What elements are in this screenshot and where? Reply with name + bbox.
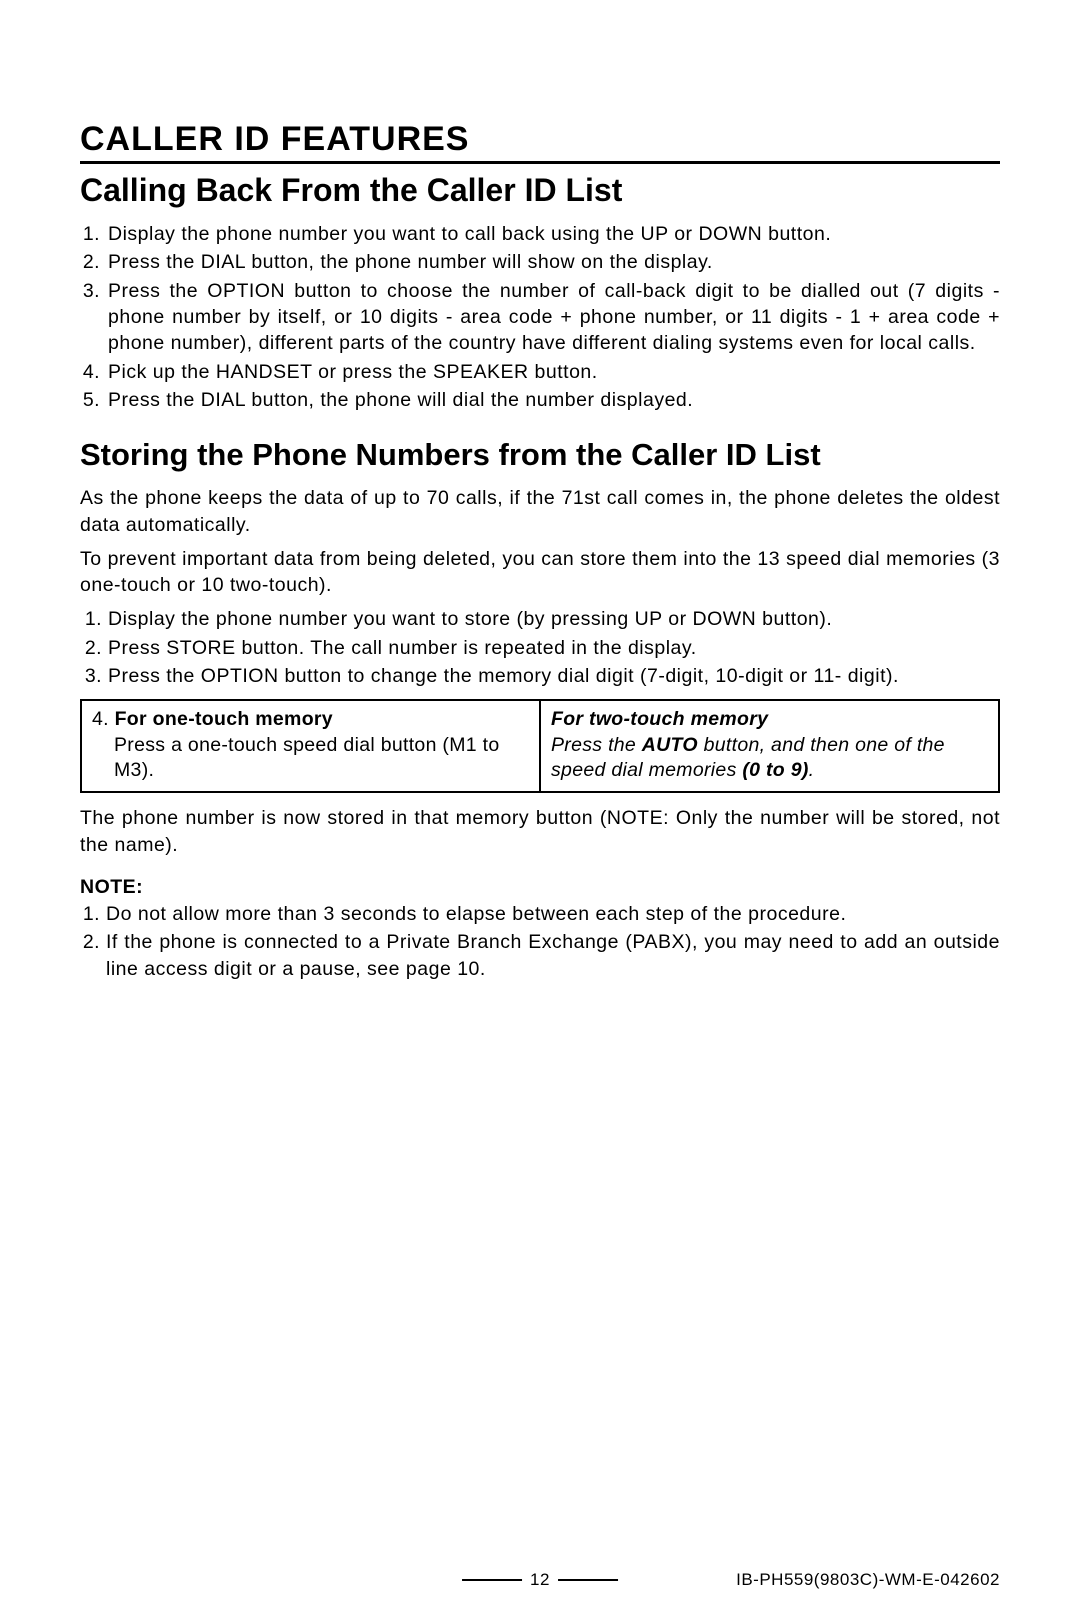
memory-right-body: Press the AUTO button, and then one of t… [551, 734, 945, 781]
memory-left-cell: 4. For one-touch memory Press a one-touc… [81, 700, 540, 792]
step-item: Press the OPTION button to change the me… [108, 663, 1000, 689]
memory-left-head: For one-touch memory [115, 708, 333, 730]
footer-rule-right [558, 1579, 618, 1581]
step-item: Display the phone number you want to cal… [106, 221, 1000, 247]
footer-center: 12 [462, 1570, 618, 1590]
note-item: If the phone is connected to a Private B… [106, 929, 1000, 982]
memory-right-cell: For two-touch memory Press the AUTO butt… [540, 700, 999, 792]
section2-steps: Display the phone number you want to sto… [86, 606, 1000, 689]
memory-left-body: Press a one-touch speed dial button (M1 … [92, 733, 529, 784]
step-item: Press the DIAL button, the phone number … [106, 249, 1000, 275]
manual-page: CALLER ID FEATURES Calling Back From the… [0, 0, 1080, 1618]
step-item: Pick up the HANDSET or press the SPEAKER… [106, 359, 1000, 385]
memory-right-head: For two-touch memory [551, 708, 768, 730]
right-body-bold1: AUTO [642, 734, 698, 756]
page-number: 12 [530, 1570, 550, 1590]
notes-list: Do not allow more than 3 seconds to elap… [80, 901, 1000, 982]
note-item: Do not allow more than 3 seconds to elap… [106, 901, 1000, 927]
right-body-pre: Press the [551, 734, 642, 756]
section2-para3: The phone number is now stored in that m… [80, 805, 1000, 858]
right-body-post: . [809, 759, 815, 781]
section1-steps: Display the phone number you want to cal… [80, 221, 1000, 413]
step-item: Press the OPTION button to choose the nu… [106, 278, 1000, 357]
memory-table: 4. For one-touch memory Press a one-touc… [80, 699, 1000, 793]
right-body-bold2: (0 to 9) [742, 759, 808, 781]
footer-rule-left [462, 1579, 522, 1581]
section2-para1: As the phone keeps the data of up to 70 … [80, 485, 1000, 538]
section2-title: Storing the Phone Numbers from the Calle… [80, 437, 1000, 473]
step-item: Press STORE button. The call number is r… [108, 635, 1000, 661]
step-item: Display the phone number you want to sto… [108, 606, 1000, 632]
memory-left-prefix: 4. [92, 708, 115, 730]
main-heading: CALLER ID FEATURES [80, 120, 1000, 164]
section2-para2: To prevent important data from being del… [80, 546, 1000, 599]
doc-code: IB-PH559(9803C)-WM-E-042602 [736, 1570, 1000, 1590]
note-label: NOTE: [80, 876, 1000, 899]
section1-title: Calling Back From the Caller ID List [80, 172, 1000, 209]
step-item: Press the DIAL button, the phone will di… [106, 387, 1000, 413]
